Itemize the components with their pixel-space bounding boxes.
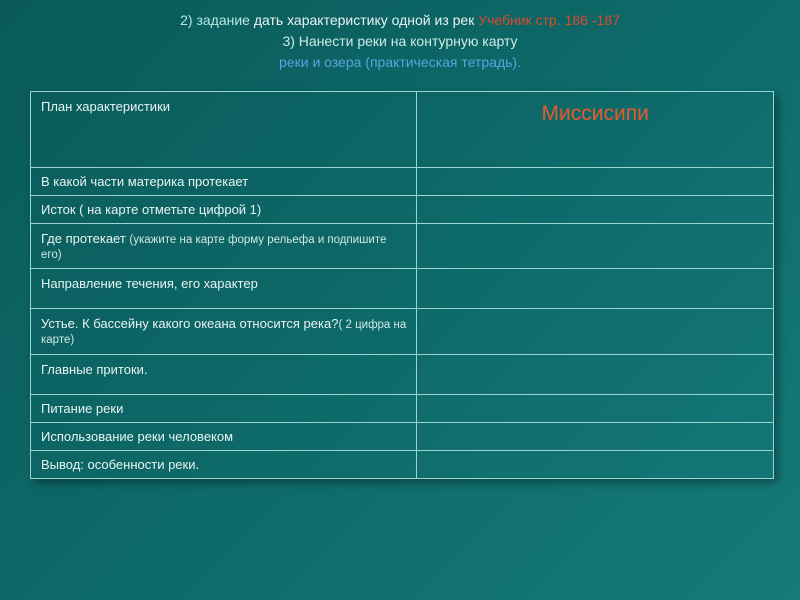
task2-text: дать характеристику одной из рек (250, 12, 478, 28)
plan-header-cell: План характеристики (31, 92, 417, 168)
row-label: Использование реки человеком (41, 429, 233, 444)
characteristics-table: План характеристики Миссисипи В какой ча… (30, 91, 774, 479)
row-value-cell (417, 269, 774, 309)
task2-number: 2) задание (180, 12, 250, 28)
river-name-cell: Миссисипи (417, 92, 774, 168)
row-value-cell (417, 395, 774, 423)
row-label: Вывод: особенности реки. (41, 457, 199, 472)
table-row: В какой части материка протекает (31, 168, 774, 196)
row-label-cell: Главные притоки. (31, 355, 417, 395)
row-value-cell (417, 355, 774, 395)
task3-line: 3) Нанести реки на контурную карту (28, 31, 772, 52)
row-label: Исток ( на карте отметьте цифрой 1) (41, 202, 261, 217)
row-label-cell: Вывод: особенности реки. (31, 451, 417, 479)
row-value-cell (417, 168, 774, 196)
row-label-cell: Где протекает (укажите на карте форму ре… (31, 224, 417, 269)
subtitle-line: реки и озера (практическая тетрадь). (28, 52, 772, 73)
table-row: Устье. К бассейну какого океана относитс… (31, 309, 774, 355)
row-label-cell: Питание реки (31, 395, 417, 423)
header-block: 2) задание дать характеристику одной из … (28, 10, 772, 73)
table-row: Главные притоки. (31, 355, 774, 395)
row-label-cell: Исток ( на карте отметьте цифрой 1) (31, 196, 417, 224)
table-header-row: План характеристики Миссисипи (31, 92, 774, 168)
row-label-cell: В какой части материка протекает (31, 168, 417, 196)
task2-ref: Учебник стр. 186 -187 (478, 12, 620, 28)
row-label: Главные притоки. (41, 362, 148, 377)
table-row: Питание реки (31, 395, 774, 423)
row-label-cell: Устье. К бассейну какого океана относитс… (31, 309, 417, 355)
table-row: Где протекает (укажите на карте форму ре… (31, 224, 774, 269)
row-label-cell: Направление течения, его характер (31, 269, 417, 309)
table-row: Направление течения, его характер (31, 269, 774, 309)
row-label: В какой части материка протекает (41, 174, 248, 189)
row-value-cell (417, 224, 774, 269)
table-row: Исток ( на карте отметьте цифрой 1) (31, 196, 774, 224)
row-label: Питание реки (41, 401, 123, 416)
row-label: Где протекает (41, 231, 129, 246)
table-row: Вывод: особенности реки. (31, 451, 774, 479)
row-label: Устье. К бассейну какого океана относитс… (41, 316, 338, 331)
table-row: Использование реки человеком (31, 423, 774, 451)
row-value-cell (417, 196, 774, 224)
task2-line: 2) задание дать характеристику одной из … (28, 10, 772, 31)
row-label: Направление течения, его характер (41, 276, 258, 291)
row-label-cell: Использование реки человеком (31, 423, 417, 451)
row-value-cell (417, 423, 774, 451)
row-value-cell (417, 309, 774, 355)
row-value-cell (417, 451, 774, 479)
